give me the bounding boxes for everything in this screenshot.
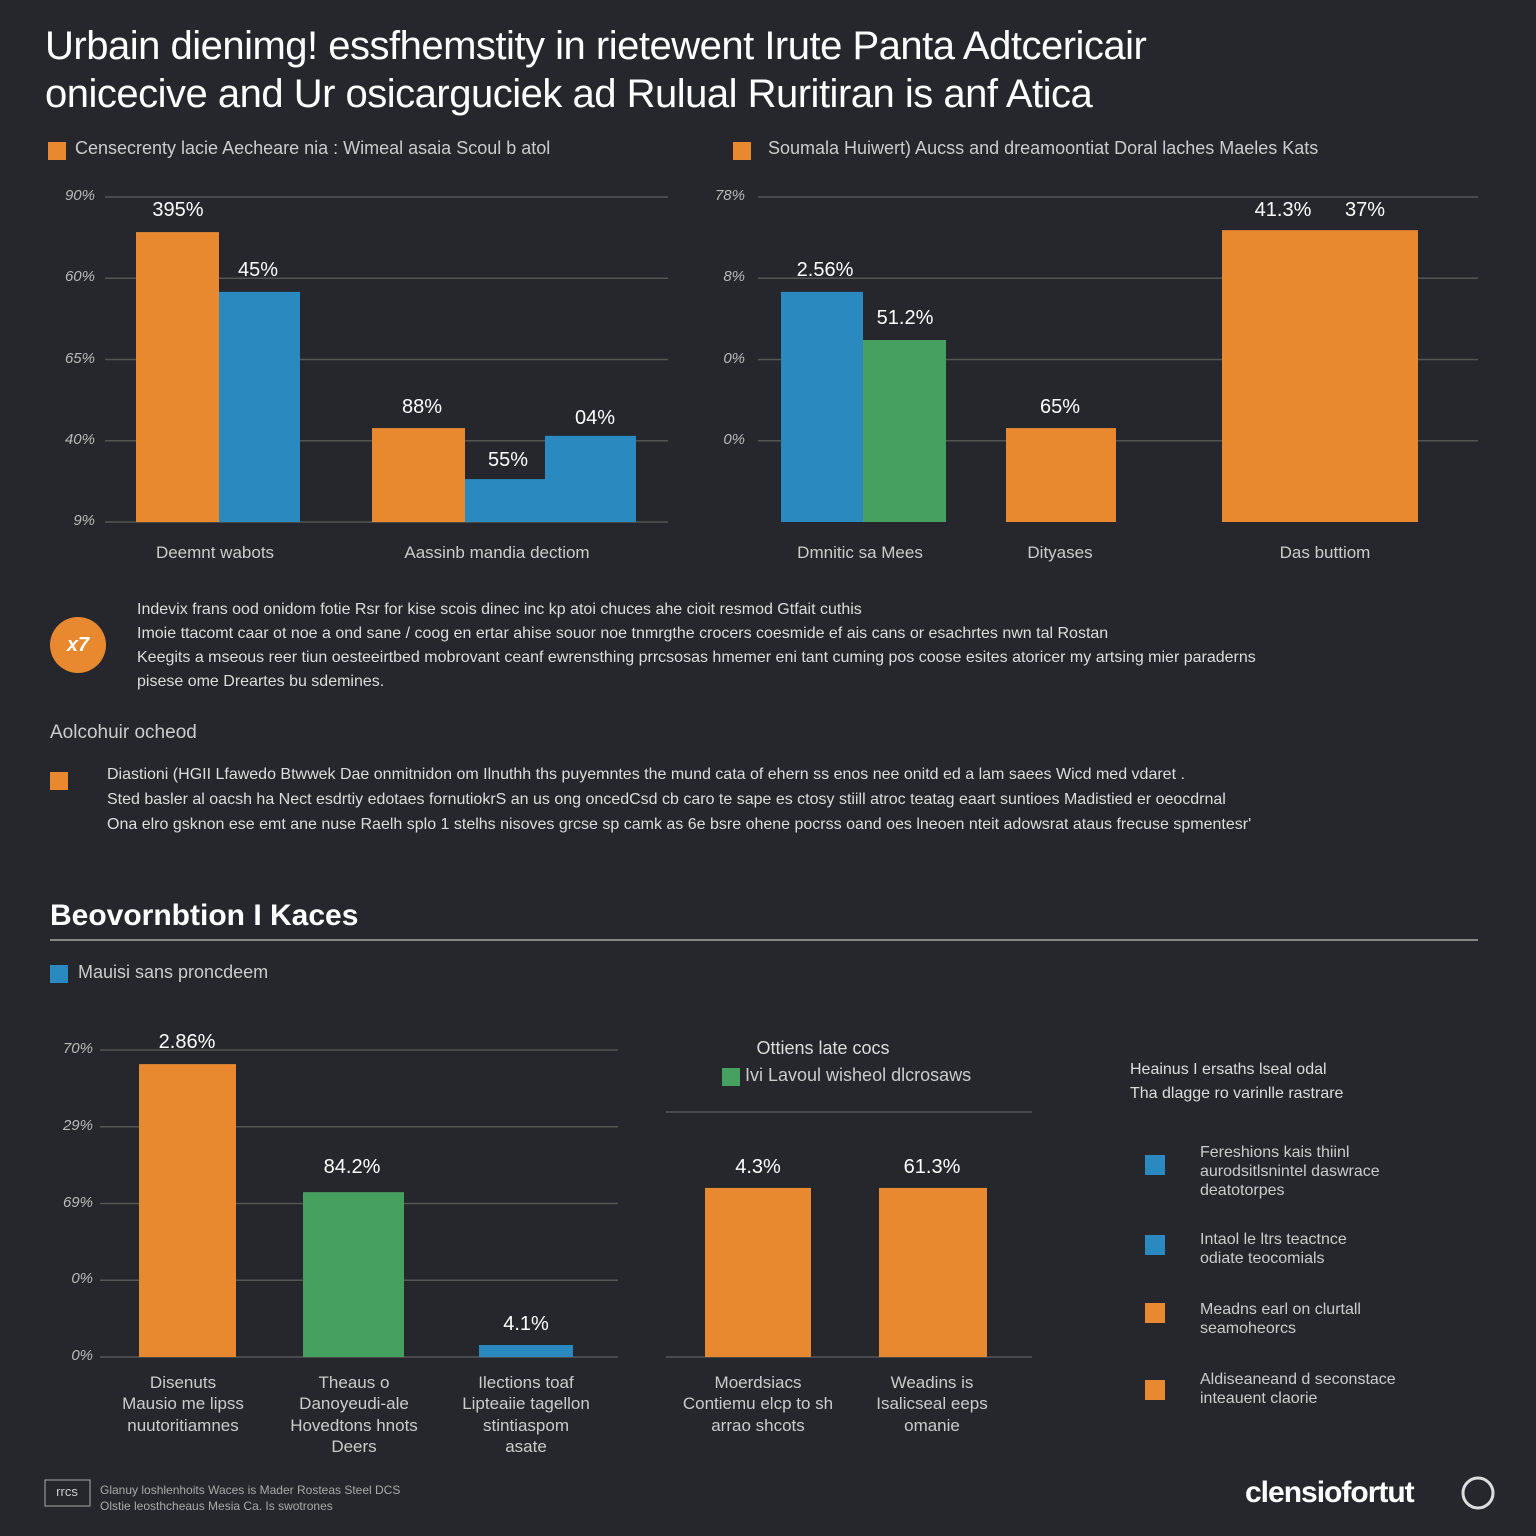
bar-label: 45% [237,259,279,281]
y-tick-label: 29% [62,1116,93,1134]
side-legend-label: Aldiseaneand d seconstace inteauent clao… [1200,1371,1396,1408]
title: Urbain dienimg! essfhemstity in rietewen… [45,24,1147,68]
y-tick-label: 8% [723,268,745,286]
bar [465,479,545,522]
legend-label: Mauisi sans proncdeem [78,962,269,982]
side-legend-label: Meadns earl on clurtall seamoheorcs [1200,1301,1361,1338]
footer-text: Glanuy loshlenhoits Waces is Mader Roste… [100,1483,401,1497]
bar [705,1187,811,1357]
y-tick-label: 40% [64,430,95,448]
badge [50,617,106,673]
bar [863,340,946,522]
paragraph-line: Ona elro gsknon ese emt ane nuse Raelh s… [107,816,1252,833]
y-tick-label: 69% [62,1193,93,1211]
y-tick-label: 78% [714,187,745,204]
bar [545,435,636,522]
legend-swatch [722,1068,740,1086]
y-tick-label: 9% [73,512,95,529]
side-legend-label: Fereshions kais thiinl aurodsitlsnintel … [1200,1144,1380,1200]
legend-swatch [48,142,66,160]
bar [136,232,219,522]
brand-icon [1461,1476,1495,1510]
legend-swatch [1145,1155,1165,1175]
note-line: Imoie ttacomt caar ot noe a ond sane / c… [137,625,1109,642]
bar [139,1064,236,1357]
bar-label: 65% [1039,396,1081,418]
note-line: Keegits a mseous reer tiun oesteeirtbed … [137,649,1256,666]
bar [879,1187,987,1357]
y-tick-label: 70% [62,1040,93,1057]
note-line: Indevix frans ood onidom fotie Rsr for k… [137,601,862,618]
bar-label: 4.3% [735,1156,781,1178]
bar-label: 2.86% [158,1031,216,1053]
x-tick-label: Das buttiom [1279,543,1371,562]
x-tick-label: Dityases [1027,543,1093,562]
bar [1006,428,1116,522]
y-tick-label: 65% [64,349,95,367]
paragraph-line: Diastioni (HGII Lfawedo Btwwek Dae onmit… [107,766,1185,783]
y-tick-label: 0% [723,430,745,448]
bar-label: 37% [1344,199,1386,221]
legend-swatch [50,772,68,790]
bar [219,291,300,522]
note-line: pisese ome Dreartes bu sdemines. [137,673,385,690]
legend-swatch [1145,1380,1165,1400]
section-title: Beovornbtion I Kaces [50,899,359,932]
subheading: Aolcohuir ocheod [50,722,197,743]
bar-label: 04% [574,407,616,429]
bar [1222,230,1418,522]
x-tick-label: Deemnt wabots [155,543,275,562]
legend-label: Ivi Lavoul wisheol dlcrosaws [745,1065,972,1085]
bar-label: 4.1% [503,1313,549,1335]
badge-text: x7 [66,634,90,656]
bar-label: 51.2% [876,307,934,329]
legend-swatch [1145,1303,1165,1323]
legend-swatch [1145,1235,1165,1255]
legend-swatch [50,965,68,983]
brand: clensiofortut [1245,1476,1415,1509]
title: onicecive and Ur osicarguciek ad Rulual … [45,72,1093,116]
bar-label: 88% [401,396,443,418]
bar-label: 55% [487,449,529,471]
y-tick-label: 90% [64,187,95,204]
x-tick-label: Ilections toaf Lipteaiie tagellon stinti… [462,1373,590,1456]
y-tick-label: 60% [64,268,95,286]
y-tick-label: 0% [71,1270,93,1288]
chart-title: Ottiens late cocs [756,1038,890,1058]
footer-logo: rrcs [56,1484,78,1499]
y-tick-label: 0% [723,349,745,367]
bar [781,291,863,522]
bar [303,1192,404,1357]
legend-swatch [733,142,751,160]
bar-label: 2.56% [796,259,854,281]
x-tick-label: Theaus o Danoyeudi-ale Hovedtons hnots D… [290,1373,418,1456]
x-tick-label: Dmnitic sa Mees [797,543,923,562]
y-tick-label: 0% [71,1347,93,1364]
x-tick-label: Disenuts Mausio me lipss nuutoritiamnes [122,1373,244,1435]
x-tick-label: Weadins is Isalicseal eeps omanie [876,1373,988,1435]
paragraph-line: Sted basler al oacsh ha Nect esdrtiy edo… [107,791,1226,808]
bar [479,1345,573,1357]
bar-label: 84.2% [323,1156,381,1178]
bar-label: 61.3% [903,1156,961,1178]
side-legend-heading: Tha dlagge ro varinlle rastrare [1130,1085,1344,1102]
legend-label: Soumala Huiwert) Aucss and dreamoontiat … [768,138,1319,158]
footer-text: Olstie leosthcheaus Mesia Ca. Is swotron… [100,1499,333,1513]
side-legend-heading: Heainus I ersaths lseal odal [1130,1061,1327,1078]
x-tick-label: Moerdsiacs Contiemu elcp to sh arrao shc… [682,1373,834,1435]
bar-label: 395% [152,199,204,221]
footer-logo-box [44,1479,91,1507]
bar-label: 41.3% [1254,199,1312,221]
legend-label: Censecrenty lacie Aecheare nia : Wimeal … [75,138,551,158]
side-legend-label: Intaol le ltrs teactnce odiate teocomial… [1200,1231,1347,1268]
x-tick-label: Aassinb mandia dectiom [404,543,590,562]
bar [372,428,465,522]
